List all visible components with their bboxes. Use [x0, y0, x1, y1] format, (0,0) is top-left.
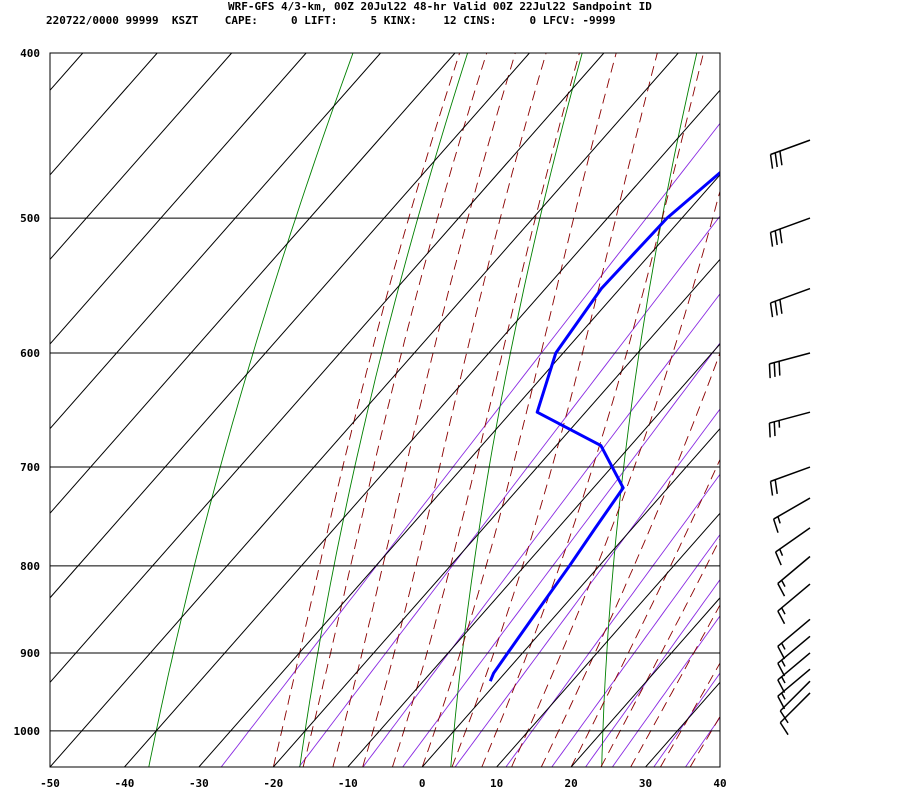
moist-adiabat [272, 53, 461, 767]
x-tick-label: 40 [713, 777, 726, 790]
dry-adiabat [601, 53, 698, 767]
isotherm [50, 53, 307, 345]
wind-barb [777, 618, 811, 660]
moist-adiabat [481, 53, 704, 767]
isotherm [421, 427, 720, 767]
wind-barbs [768, 139, 811, 736]
dewpoint-profile [488, 170, 720, 682]
mixing-ratio-line [298, 215, 720, 767]
x-tick-label: 30 [639, 777, 652, 790]
wind-barb [768, 411, 811, 438]
y-tick-label: 500 [20, 212, 40, 225]
isotherm [570, 597, 720, 767]
isotherm [50, 53, 381, 430]
x-tick-label: 0 [419, 777, 426, 790]
wind-barb [779, 680, 811, 724]
wind-barb [769, 139, 811, 169]
x-tick-label: -20 [263, 777, 283, 790]
y-tick-label: 400 [20, 47, 40, 60]
moist-adiabat [451, 53, 658, 767]
isotherm [198, 174, 720, 767]
wind-barb [777, 652, 811, 693]
y-tick-labels: 400 500 600 700 800 900 1000 [14, 47, 41, 738]
isotherm [272, 258, 720, 767]
mixing-ratio-line [220, 122, 720, 767]
wind-barb [768, 352, 811, 379]
dry-adiabat [299, 53, 469, 767]
moist-adiabat [570, 458, 720, 767]
x-tick-labels: -50 -40 -30 -20 -10 0 10 20 30 40 [40, 777, 727, 790]
dry-adiabat [450, 53, 583, 767]
wind-barb [772, 497, 811, 533]
moist-adiabat [689, 715, 720, 767]
moist-adiabat [302, 53, 488, 767]
moist-adiabat [630, 604, 720, 767]
wind-barb [777, 635, 811, 677]
x-tick-label: -10 [338, 777, 358, 790]
chart-title: WRF-GFS 4/3-km, 00Z 20Jul22 48-hr Valid … [228, 0, 652, 13]
isotherm [347, 343, 720, 767]
mixing-ratio-line [402, 342, 720, 767]
wind-barb [777, 583, 811, 625]
mixing-ratio-line [362, 293, 720, 767]
moist-adiabat [332, 53, 516, 767]
mixing-ratio-line [685, 716, 720, 767]
dry-adiabat [892, 53, 900, 767]
moist-adiabat [421, 53, 617, 767]
temperature-profile [724, 140, 851, 677]
isotherm [50, 53, 605, 684]
y-tick-label: 700 [20, 461, 40, 474]
moist-adiabat [750, 53, 900, 767]
isotherm [50, 53, 233, 261]
wind-barb [769, 466, 811, 496]
background-lines [148, 53, 900, 767]
y-tick-label: 900 [20, 647, 40, 660]
y-tick-label: 800 [20, 560, 40, 573]
mixing-ratio-line [722, 53, 900, 767]
isotherm [50, 53, 456, 514]
moist-adiabat [600, 538, 720, 767]
wind-barb [769, 217, 811, 247]
mixing-ratio-line [454, 408, 720, 767]
y-tick-label: 600 [20, 347, 40, 360]
dry-adiabat [148, 53, 354, 767]
moist-adiabat [511, 189, 720, 767]
moist-adiabat [391, 53, 580, 767]
isotherm [50, 53, 530, 599]
x-tick-label: -50 [40, 777, 60, 790]
isotherm [124, 89, 720, 767]
moist-adiabat [362, 53, 547, 767]
isotherm [719, 766, 720, 767]
isotherm [645, 681, 720, 767]
mixing-ratio-line [612, 615, 720, 767]
isotherm [496, 512, 720, 767]
station-info-line: 220722/0000 99999 KSZT CAPE: 0 LIFT: 5 K… [46, 14, 616, 27]
profiles [488, 140, 851, 682]
wind-barb [769, 287, 811, 318]
moist-adiabat [540, 351, 720, 767]
wind-barb [777, 555, 811, 597]
moist-adiabat [719, 766, 720, 767]
x-tick-label: 10 [490, 777, 503, 790]
grid [0, 53, 720, 767]
mixing-ratio-line [551, 533, 720, 767]
wind-barb [774, 527, 811, 566]
moist-adiabat [660, 662, 720, 767]
isotherm [0, 53, 8, 767]
y-tick-label: 1000 [14, 725, 41, 738]
x-tick-label: -40 [115, 777, 135, 790]
isotherm [50, 53, 679, 767]
x-tick-label: 20 [564, 777, 577, 790]
x-tick-label: -30 [189, 777, 209, 790]
mixing-ratio-line [585, 578, 720, 767]
isotherm [50, 53, 158, 176]
plot-frame [49, 52, 721, 768]
mixing-ratio-line [505, 473, 720, 767]
mixing-ratio-line [653, 672, 720, 767]
wind-barb [779, 692, 811, 736]
